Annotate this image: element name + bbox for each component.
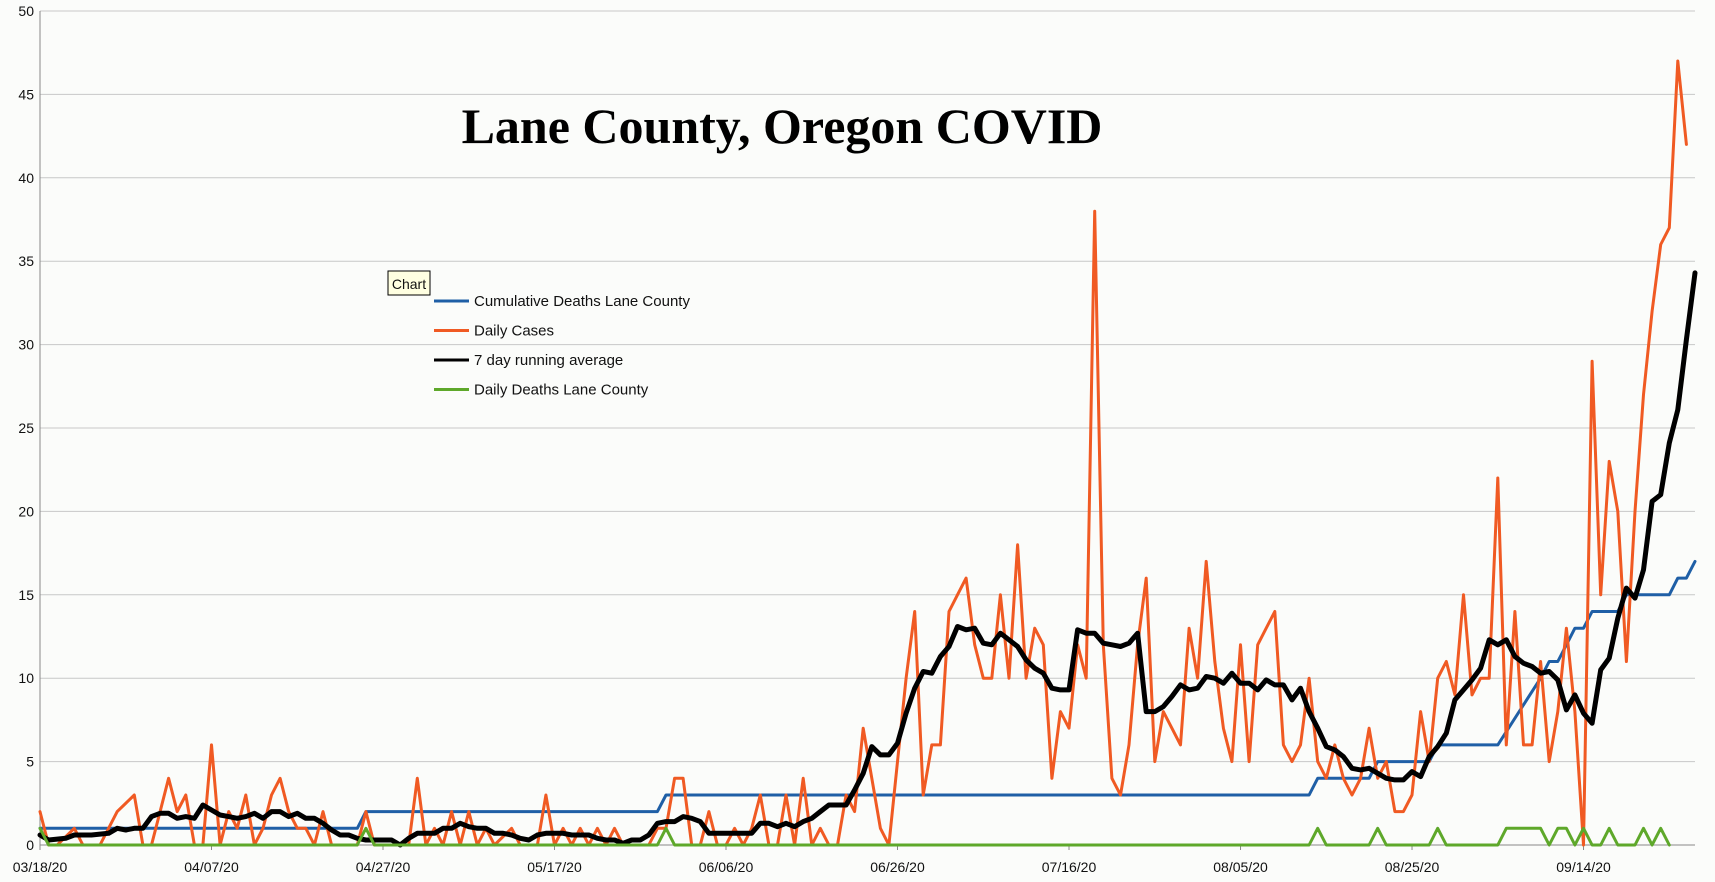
y-tick-label: 50 xyxy=(18,3,34,19)
legend-label: 7 day running average xyxy=(474,352,623,369)
y-tick-label: 30 xyxy=(18,337,34,353)
x-tick-label: 08/05/20 xyxy=(1213,859,1268,875)
x-tick-label: 08/25/20 xyxy=(1385,859,1440,875)
x-tick-label: 07/16/20 xyxy=(1042,859,1097,875)
x-tick-label: 04/07/20 xyxy=(184,859,239,875)
y-tick-label: 15 xyxy=(18,587,34,603)
x-tick-label: 03/18/20 xyxy=(13,859,68,875)
y-tick-label: 0 xyxy=(26,837,34,853)
y-tick-label: 40 xyxy=(18,170,34,186)
x-tick-label: 04/27/20 xyxy=(356,859,411,875)
y-tick-label: 20 xyxy=(18,503,34,519)
legend-label: Cumulative Deaths Lane County xyxy=(474,293,690,310)
x-tick-label: 06/26/20 xyxy=(870,859,925,875)
axes: 0 5 10 15 20 25 30 35 40 45 50 03/18/20 04/07/20 04/2… xyxy=(13,3,1695,875)
chart-title: Lane County, Oregon COVID xyxy=(462,98,1103,154)
series-lines xyxy=(37,59,1698,848)
x-tick-label: 05/17/20 xyxy=(527,859,582,875)
y-tick-label: 25 xyxy=(18,420,34,436)
y-tick-label: 45 xyxy=(18,86,34,102)
x-tick-label: 06/06/20 xyxy=(699,859,754,875)
series-line-2 xyxy=(37,270,1698,848)
tooltip-text: Chart xyxy=(392,276,426,292)
legend-label: Daily Deaths Lane County xyxy=(474,382,649,399)
x-tick-label: 09/14/20 xyxy=(1556,859,1611,875)
y-tick-label: 35 xyxy=(18,253,34,269)
y-tick-label: 10 xyxy=(18,670,34,686)
series-line-3 xyxy=(38,826,1671,847)
chart-tooltip: Chart xyxy=(387,270,431,296)
tooltip-box xyxy=(387,270,431,296)
legend: Cumulative Deaths Lane County Daily Cases… xyxy=(434,293,690,399)
y-tick-label: 5 xyxy=(26,754,34,770)
legend-label: Daily Cases xyxy=(474,323,554,340)
